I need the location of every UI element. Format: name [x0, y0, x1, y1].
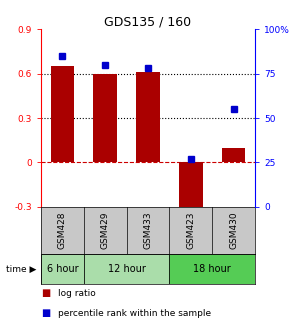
- Text: GSM433: GSM433: [144, 212, 152, 249]
- Bar: [179, 163, 202, 214]
- Text: ■: ■: [41, 308, 50, 318]
- Text: percentile rank within the sample: percentile rank within the sample: [58, 309, 211, 318]
- Bar: [169, 254, 255, 284]
- Text: 6 hour: 6 hour: [47, 264, 78, 274]
- Bar: [51, 66, 74, 163]
- Text: 18 hour: 18 hour: [193, 264, 231, 274]
- Text: log ratio: log ratio: [58, 289, 96, 298]
- Bar: [136, 72, 160, 163]
- Text: GSM428: GSM428: [58, 212, 67, 249]
- Bar: [93, 74, 117, 163]
- Bar: [222, 148, 245, 163]
- Text: GSM423: GSM423: [186, 212, 195, 249]
- Text: 12 hour: 12 hour: [108, 264, 146, 274]
- Text: time ▶: time ▶: [6, 265, 36, 274]
- Bar: [84, 254, 169, 284]
- Text: GSM430: GSM430: [229, 212, 238, 249]
- Bar: [41, 254, 84, 284]
- Title: GDS135 / 160: GDS135 / 160: [104, 15, 192, 28]
- Text: ■: ■: [41, 288, 50, 299]
- Text: GSM429: GSM429: [101, 212, 110, 249]
